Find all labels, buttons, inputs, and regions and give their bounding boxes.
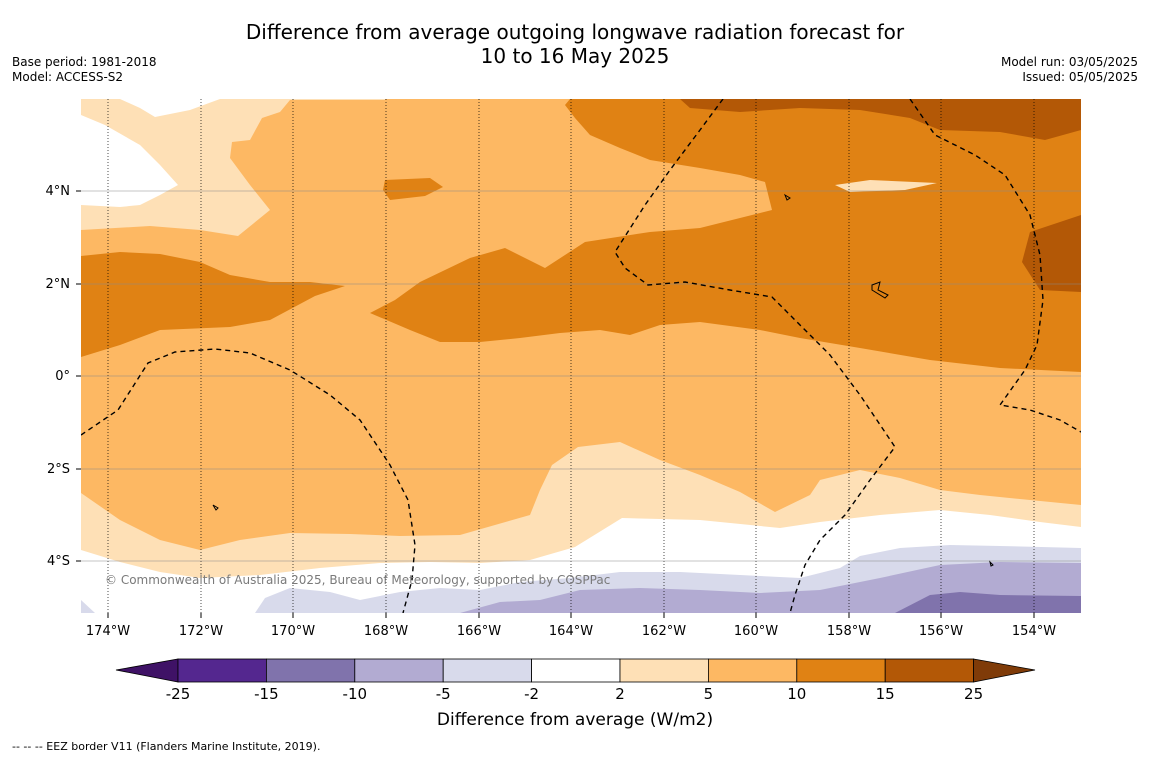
colorbar-swatch — [708, 658, 798, 683]
title-line-1: Difference from average outgoing longwav… — [245, 20, 905, 44]
colorbar-swatch — [884, 658, 975, 683]
colorbar-label: -15 — [254, 685, 279, 703]
lon-tick-label: 170°W — [271, 624, 315, 639]
band-minus10-minus15 — [895, 592, 1081, 613]
colorbar-label: 5 — [704, 685, 714, 703]
island-small-1 — [783, 193, 791, 201]
colorbar-label: 25 — [964, 685, 983, 703]
colorbar-swatch — [442, 658, 533, 683]
lon-tick-label: 164°W — [549, 624, 593, 639]
lat-tick-label: 4°N — [46, 184, 71, 199]
islands — [212, 193, 994, 567]
lon-tick-label: 154°W — [1012, 624, 1056, 639]
band-neutral-top — [120, 99, 220, 117]
tick-marks — [76, 190, 1035, 618]
lat-tick-label: 2°N — [46, 277, 71, 292]
lat-tick-label: 0° — [55, 369, 70, 384]
band-15-25-east — [1022, 215, 1081, 292]
lon-tick-label: 156°W — [919, 624, 963, 639]
meta-left: Base period: 1981-2018 Model: ACCESS-S2 — [12, 55, 157, 85]
eez-borders — [81, 99, 1081, 613]
title-line-2: 10 to 16 May 2025 — [480, 44, 670, 68]
contour-fill — [81, 99, 1081, 613]
band-2-5-north — [81, 99, 385, 236]
lon-tick-label: 160°W — [734, 624, 778, 639]
colorbar — [115, 658, 1036, 683]
chart-title: Difference from average outgoing longwav… — [0, 20, 1150, 68]
lon-tick-label: 158°W — [827, 624, 871, 639]
band-10-15-patch — [383, 178, 443, 200]
band-minus2-minus5-corner — [81, 600, 95, 613]
base-period: Base period: 1981-2018 — [12, 55, 157, 69]
colorbar-swatch — [531, 658, 621, 683]
colorbar-extend-min — [115, 658, 179, 683]
lon-tick-label: 168°W — [364, 624, 408, 639]
colorbar-labels: -25 -15 -10 -5 -2 2 5 10 15 25 — [166, 685, 983, 703]
lat-tick-labels: 4°N 2°N 0° 2°S 4°S — [46, 184, 71, 569]
lon-tick-label: 172°W — [179, 624, 223, 639]
band-10-15-northeast — [370, 99, 1081, 372]
band-10-15-west — [81, 252, 345, 357]
colorbar-label: 15 — [876, 685, 895, 703]
model-run: Model run: 03/05/2025 — [1000, 55, 1138, 69]
colorbar-title: Difference from average (W/m2) — [436, 710, 714, 730]
copyright-text: © Commonwealth of Australia 2025, Bureau… — [105, 573, 610, 587]
eez-footnote: -- -- -- EEZ border V11 (Flanders Marine… — [12, 740, 321, 753]
band-2-5-island — [835, 180, 937, 192]
lon-tick-label: 174°W — [86, 624, 130, 639]
band-15-25-north — [680, 99, 1081, 140]
lon-tick-label: 166°W — [457, 624, 501, 639]
lat-tick-label: 2°S — [47, 462, 70, 477]
model-name: Model: ACCESS-S2 — [12, 70, 124, 84]
colorbar-label: -5 — [436, 685, 451, 703]
colorbar-label: -2 — [524, 685, 539, 703]
colorbar-swatch — [619, 658, 709, 683]
colorbar-label: -25 — [166, 685, 191, 703]
island-kiritimati — [871, 281, 889, 299]
colorbar-label: 10 — [787, 685, 806, 703]
latitude-gridlines — [81, 190, 1081, 562]
colorbar-swatch — [265, 658, 356, 683]
meta-right: Model run: 03/05/2025 Issued: 05/05/2025 — [1001, 55, 1138, 85]
island-small-2 — [212, 504, 219, 511]
colorbar-extend-max — [973, 658, 1036, 683]
colorbar-swatch — [354, 658, 444, 683]
band-neutral-northwest — [81, 115, 178, 207]
lon-tick-label: 162°W — [642, 624, 686, 639]
colorbar-label: 2 — [615, 685, 625, 703]
colorbar-swatch — [796, 658, 886, 683]
issued-date: Issued: 05/05/2025 — [1022, 70, 1138, 84]
island-small-3 — [989, 560, 994, 567]
colorbar-label: -10 — [343, 685, 368, 703]
lon-tick-labels: 174°W 172°W 170°W 168°W 166°W 164°W 162°… — [86, 624, 1056, 639]
lat-tick-label: 4°S — [47, 554, 70, 569]
colorbar-swatch — [177, 658, 267, 683]
